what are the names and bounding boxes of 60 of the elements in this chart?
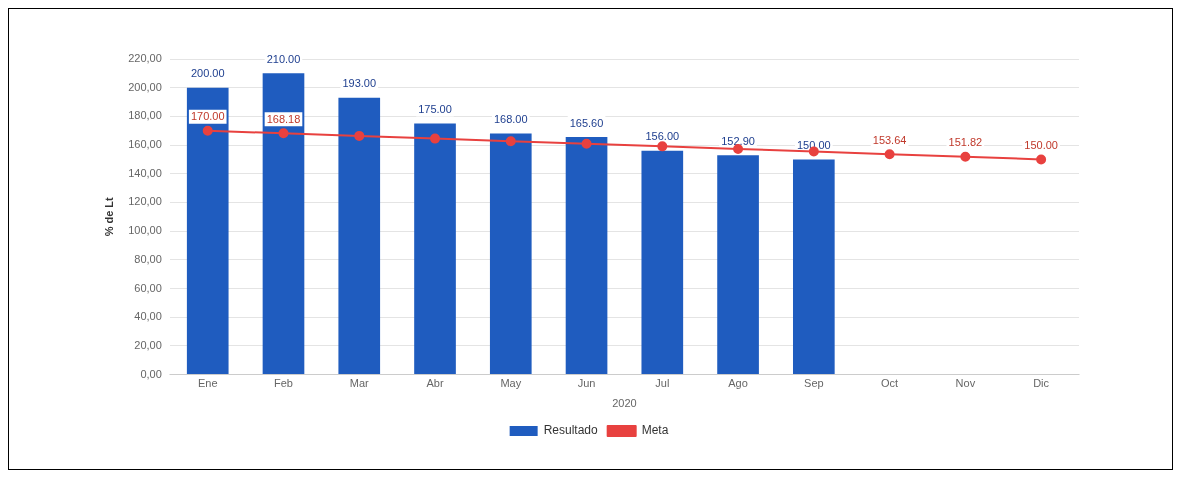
bar: [338, 97, 381, 375]
x-axis-title: 2020: [612, 397, 637, 410]
data-label: 151.82: [948, 136, 983, 149]
y-tick-label: 100,00: [128, 224, 162, 237]
y-tick-label: 160,00: [128, 138, 162, 151]
y-tick-label: 60,00: [134, 281, 162, 294]
point: [202, 125, 213, 136]
x-tick-label: Abr: [426, 377, 444, 390]
x-tick-label: May: [500, 377, 522, 390]
y-tick-label: 0,00: [140, 367, 162, 380]
bar: [565, 137, 608, 375]
data-label: 165.60: [569, 116, 604, 129]
x-tick-label: Dic: [1033, 377, 1050, 390]
y-tick-label: 20,00: [134, 338, 162, 351]
data-label: 150.00: [1024, 138, 1058, 151]
legend-label: Resultado: [543, 423, 598, 438]
bar: [717, 155, 759, 375]
x-tick-label: Jun: [577, 377, 596, 390]
x-tick-label: Ago: [728, 377, 748, 390]
bar: [414, 123, 456, 375]
y-tick-label: 40,00: [134, 310, 162, 323]
x-tick-label: Feb: [274, 377, 293, 390]
x-tick-label: Jul: [655, 377, 670, 390]
data-label: 170.00: [190, 110, 225, 123]
point: [657, 141, 668, 152]
bar: [262, 73, 305, 375]
data-label: 210.00: [266, 52, 301, 65]
y-tick-label: 120,00: [128, 195, 162, 208]
y-tick-label: 220,00: [128, 52, 162, 65]
x-tick-label: Mar: [349, 377, 370, 390]
point: [581, 138, 592, 149]
x-tick-label: Sep: [804, 377, 824, 390]
x-tick-label: Ene: [197, 377, 218, 390]
data-label: 153.64: [872, 133, 907, 146]
data-label: 156.00: [645, 130, 680, 143]
legend-label: Meta: [641, 423, 669, 438]
data-label: 193.00: [342, 77, 377, 90]
point: [278, 128, 289, 139]
bar: [641, 150, 684, 375]
y-axis-title: % de Lt: [102, 196, 115, 237]
point: [1036, 154, 1047, 165]
point: [505, 136, 516, 147]
point: [960, 151, 971, 162]
bar: [793, 159, 835, 375]
y-tick-label: 140,00: [128, 166, 162, 179]
y-tick-label: 180,00: [128, 109, 162, 122]
y-tick-label: 80,00: [134, 252, 162, 265]
y-tick-label: 200,00: [128, 80, 162, 93]
data-label: 175.00: [418, 103, 452, 116]
data-label: 168.00: [493, 113, 528, 126]
bar: [489, 133, 532, 375]
point: [354, 130, 365, 141]
data-label: 152.90: [721, 134, 755, 147]
data-label: 200.00: [190, 67, 225, 80]
point: [884, 149, 895, 160]
x-tick-label: Oct: [881, 377, 899, 390]
x-tick-label: Nov: [955, 377, 976, 390]
point: [430, 133, 441, 144]
bar: [186, 87, 229, 375]
data-label: 168.18: [266, 112, 301, 125]
